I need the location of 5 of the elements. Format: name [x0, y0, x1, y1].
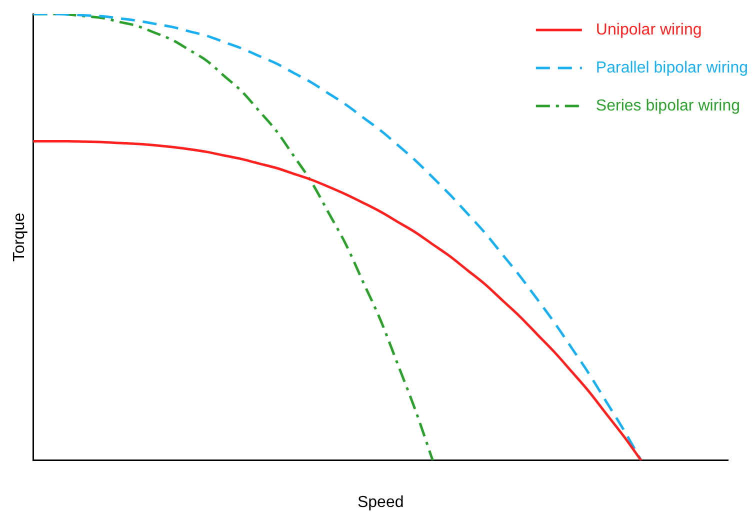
legend-label: Unipolar wiring [596, 21, 702, 38]
x-axis-title: Speed [357, 494, 404, 511]
legend-label: Parallel bipolar wiring [596, 59, 748, 76]
y-axis-title: Torque [11, 212, 28, 262]
legend-label: Series bipolar wiring [596, 97, 740, 114]
